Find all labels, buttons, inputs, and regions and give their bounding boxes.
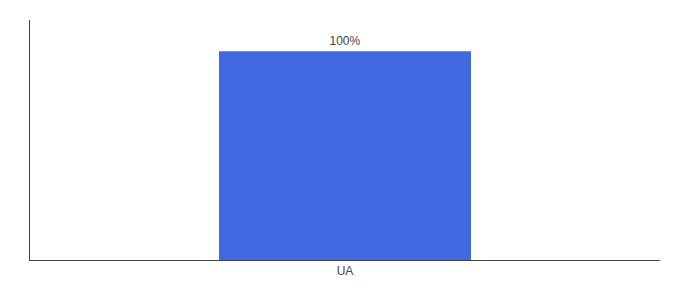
svg-text:100%: 100% [329, 34, 360, 48]
svg-text:UA: UA [337, 264, 354, 278]
